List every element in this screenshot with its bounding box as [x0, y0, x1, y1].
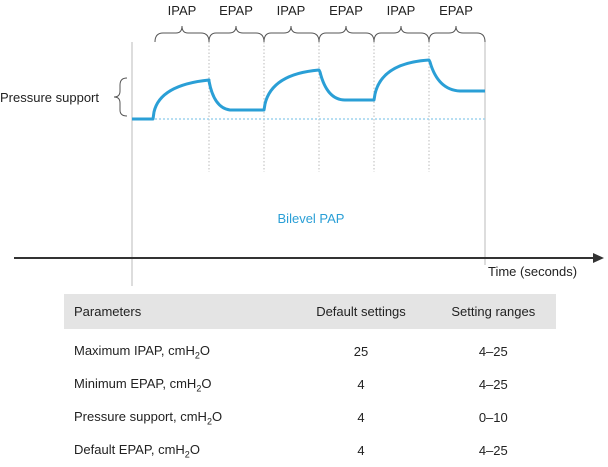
x-axis-label: Time (seconds) [488, 264, 577, 279]
phase-brace [428, 25, 486, 43]
parameter-cell: Minimum EPAP, cmH2O [74, 375, 212, 394]
phase-label: IPAP [387, 3, 416, 18]
table-row: Minimum EPAP, cmH2O 4 4–25 [64, 368, 556, 401]
phase-label: EPAP [329, 3, 363, 18]
default-setting-cell: 4 [357, 443, 365, 458]
phase-brace [263, 25, 320, 43]
phase-label: EPAP [439, 3, 473, 18]
time-axis-arrowhead [593, 253, 604, 263]
parameter-cell: Default EPAP, cmH2O [74, 441, 200, 460]
parameter-cell: Maximum IPAP, cmH2O [74, 342, 211, 361]
setting-range-cell: 0–10 [478, 410, 508, 425]
table-row: Maximum IPAP, cmH2O 25 4–25 [64, 329, 556, 368]
column-header-default-settings: Default settings [291, 294, 431, 329]
column-header-setting-ranges: Setting ranges [430, 294, 556, 329]
phase-brace [318, 25, 375, 43]
setting-range-cell: 4–25 [478, 377, 508, 392]
phase-braces [154, 25, 486, 43]
table-row: Pressure support, cmH2O 4 0–10 [64, 401, 556, 434]
pressure-support-brace [113, 77, 128, 117]
table-header-row: Parameters Default settings Setting rang… [64, 294, 556, 329]
default-setting-cell: 4 [357, 410, 365, 425]
default-setting-cell: 25 [353, 344, 369, 359]
bilevel-pap-diagram: IPAP EPAP IPAP EPAP IPAP EPAP Pressure s… [0, 3, 604, 286]
table-row: Default EPAP, cmH2O 4 4–25 [64, 434, 556, 467]
phase-label: IPAP [168, 3, 197, 18]
setting-range-cell: 4–25 [478, 443, 508, 458]
phase-divider-lines [208, 42, 430, 172]
pressure-waveform [132, 58, 485, 121]
phase-brace [154, 25, 210, 43]
mode-label: Bilevel PAP [278, 211, 345, 226]
phase-label: IPAP [277, 3, 306, 18]
default-setting-cell: 4 [357, 377, 365, 392]
column-header-parameters: Parameters [64, 294, 292, 329]
parameters-table: Parameters Default settings Setting rang… [64, 294, 556, 467]
phase-label: EPAP [219, 3, 253, 18]
setting-range-cell: 4–25 [478, 344, 508, 359]
phase-brace [208, 25, 265, 43]
parameter-cell: Pressure support, cmH2O [74, 408, 223, 427]
pressure-support-label: Pressure support [0, 90, 99, 105]
phase-brace [373, 25, 430, 43]
